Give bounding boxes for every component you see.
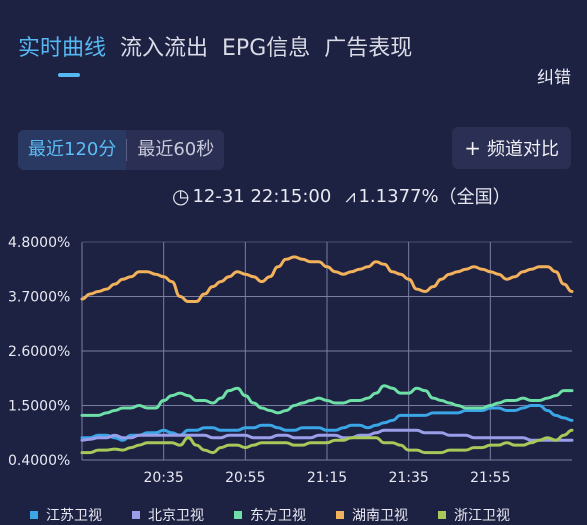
tab-ad-performance[interactable]: 广告表现 — [324, 36, 413, 61]
status-rating: 1.1377% — [358, 185, 439, 207]
legend-label: 江苏卫视 — [46, 508, 102, 524]
legend-swatch — [30, 511, 38, 519]
legend-label: 东方卫视 — [250, 508, 306, 524]
chart-legend: 江苏卫视 北京卫视 东方卫视 湖南卫视 浙江卫视 — [30, 505, 540, 525]
status-scope: （全国） — [438, 187, 511, 208]
y-tick-label: 1.5000% — [8, 399, 70, 415]
report-error-link[interactable]: 纠错 — [537, 68, 571, 88]
active-tab-indicator — [58, 73, 80, 77]
legend-label: 浙江卫视 — [454, 508, 510, 524]
x-tick-label: 21:35 — [388, 470, 428, 486]
clock-icon: ◷ — [172, 184, 190, 208]
legend-item[interactable]: 浙江卫视 — [438, 505, 510, 525]
y-tick-label: 2.6000% — [8, 344, 70, 360]
x-tick-label: 20:55 — [225, 470, 265, 486]
series-line — [80, 428, 574, 455]
legend-item[interactable]: 湖南卫视 — [336, 505, 408, 525]
plus-icon: + — [464, 136, 481, 160]
tab-realtime-curve[interactable]: 实时曲线 — [18, 36, 107, 61]
x-tick-label: 21:15 — [307, 470, 347, 486]
rating-line-chart: 4.8000% 3.7000% 2.6000% 1.5000% 0.4000% 20:35… — [8, 235, 574, 486]
legend-swatch — [132, 511, 140, 519]
trend-icon: ⩘ — [345, 185, 356, 207]
tab-bar: 实时曲线 流入流出 EPG信息 广告表现 — [18, 30, 426, 62]
series-line — [80, 428, 574, 442]
legend-swatch — [438, 511, 446, 519]
tab-epg-info[interactable]: EPG信息 — [222, 36, 311, 61]
series-line — [80, 255, 574, 303]
time-range-toggle: 最近120分 最近60秒 — [18, 130, 225, 170]
legend-item[interactable]: 东方卫视 — [234, 505, 306, 525]
range-120min-button[interactable]: 最近120分 — [18, 130, 127, 170]
legend-item[interactable]: 江苏卫视 — [30, 505, 102, 525]
range-divider — [126, 139, 128, 161]
legend-label: 北京卫视 — [148, 508, 204, 524]
y-tick-label: 3.7000% — [8, 290, 70, 306]
y-tick-label: 0.4000% — [8, 453, 70, 469]
legend-swatch — [336, 511, 344, 519]
channel-compare-button[interactable]: + 频道对比 — [452, 127, 571, 169]
status-time: 12-31 22:15:00 — [192, 185, 332, 207]
series-line — [80, 384, 574, 417]
x-tick-label: 21:55 — [470, 470, 510, 486]
x-tick-label: 20:35 — [143, 470, 183, 486]
status-line: ◷ 12-31 22:15:00 ⩘ 1.1377% （全国） — [172, 183, 511, 209]
tab-inflow-outflow[interactable]: 流入流出 — [120, 36, 209, 61]
series-line — [80, 404, 574, 442]
channel-compare-label: 频道对比 — [487, 139, 559, 160]
range-60sec-button[interactable]: 最近60秒 — [137, 139, 215, 160]
legend-label: 湖南卫视 — [352, 508, 408, 524]
y-tick-label: 4.8000% — [8, 235, 70, 251]
legend-swatch — [234, 511, 242, 519]
legend-item[interactable]: 北京卫视 — [132, 505, 204, 525]
